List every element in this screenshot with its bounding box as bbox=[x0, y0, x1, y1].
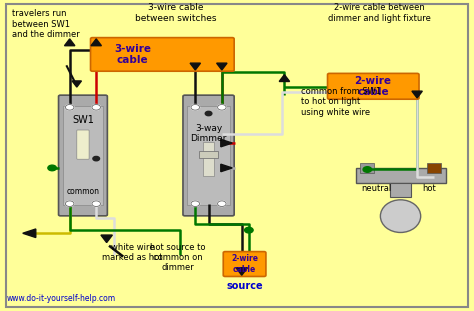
Bar bbox=[63, 106, 103, 205]
FancyBboxPatch shape bbox=[328, 73, 419, 99]
Text: hot: hot bbox=[422, 184, 436, 193]
Circle shape bbox=[65, 201, 74, 207]
Text: 3-wire cable
between switches: 3-wire cable between switches bbox=[135, 3, 216, 22]
Bar bbox=[199, 151, 218, 158]
Text: white wire
marked as hot: white wire marked as hot bbox=[102, 243, 163, 262]
Polygon shape bbox=[91, 39, 101, 46]
Text: source: source bbox=[227, 281, 264, 291]
Text: common: common bbox=[66, 187, 100, 196]
Polygon shape bbox=[236, 268, 247, 275]
FancyBboxPatch shape bbox=[183, 95, 234, 216]
Text: neutral: neutral bbox=[362, 184, 392, 193]
Polygon shape bbox=[64, 39, 75, 46]
Bar bbox=[390, 183, 411, 197]
Text: travelers run
between SW1
and the dimmer: travelers run between SW1 and the dimmer bbox=[12, 9, 80, 39]
Circle shape bbox=[92, 201, 100, 207]
Text: 2-wire cable between
dimmer and light fixture: 2-wire cable between dimmer and light fi… bbox=[328, 3, 431, 22]
Polygon shape bbox=[221, 164, 232, 172]
Polygon shape bbox=[190, 63, 201, 70]
Text: www.do-it-yourself-help.com: www.do-it-yourself-help.com bbox=[7, 294, 116, 303]
Text: hot source to
common on
dimmer: hot source to common on dimmer bbox=[150, 243, 206, 272]
Bar bbox=[187, 106, 230, 205]
Circle shape bbox=[191, 201, 200, 207]
Text: SW1: SW1 bbox=[72, 115, 94, 125]
Circle shape bbox=[93, 156, 100, 161]
Polygon shape bbox=[101, 235, 112, 243]
Circle shape bbox=[218, 104, 226, 110]
Polygon shape bbox=[23, 229, 36, 238]
Circle shape bbox=[205, 111, 212, 116]
Polygon shape bbox=[72, 81, 82, 87]
Text: 3-wire
cable: 3-wire cable bbox=[114, 44, 151, 65]
Polygon shape bbox=[279, 75, 290, 81]
Ellipse shape bbox=[380, 200, 420, 233]
Circle shape bbox=[191, 104, 200, 110]
Polygon shape bbox=[221, 139, 232, 147]
Circle shape bbox=[218, 201, 226, 207]
Text: 2-wire
cable: 2-wire cable bbox=[355, 76, 392, 97]
FancyBboxPatch shape bbox=[59, 95, 107, 216]
FancyBboxPatch shape bbox=[77, 130, 89, 159]
FancyBboxPatch shape bbox=[223, 252, 266, 276]
Text: 3-way
Dimmer: 3-way Dimmer bbox=[191, 124, 227, 143]
Circle shape bbox=[48, 165, 56, 171]
Bar bbox=[427, 163, 441, 173]
Text: 2-wire
cable: 2-wire cable bbox=[231, 254, 258, 274]
Bar bbox=[360, 163, 374, 173]
Polygon shape bbox=[217, 63, 227, 70]
Circle shape bbox=[65, 104, 74, 110]
Text: common from SW1
to hot on light
using white wire: common from SW1 to hot on light using wh… bbox=[301, 87, 381, 117]
Circle shape bbox=[245, 227, 253, 233]
Bar bbox=[203, 142, 214, 176]
Bar bbox=[356, 168, 446, 183]
Polygon shape bbox=[412, 91, 422, 98]
Circle shape bbox=[92, 104, 100, 110]
FancyBboxPatch shape bbox=[91, 38, 234, 71]
Circle shape bbox=[363, 167, 372, 172]
